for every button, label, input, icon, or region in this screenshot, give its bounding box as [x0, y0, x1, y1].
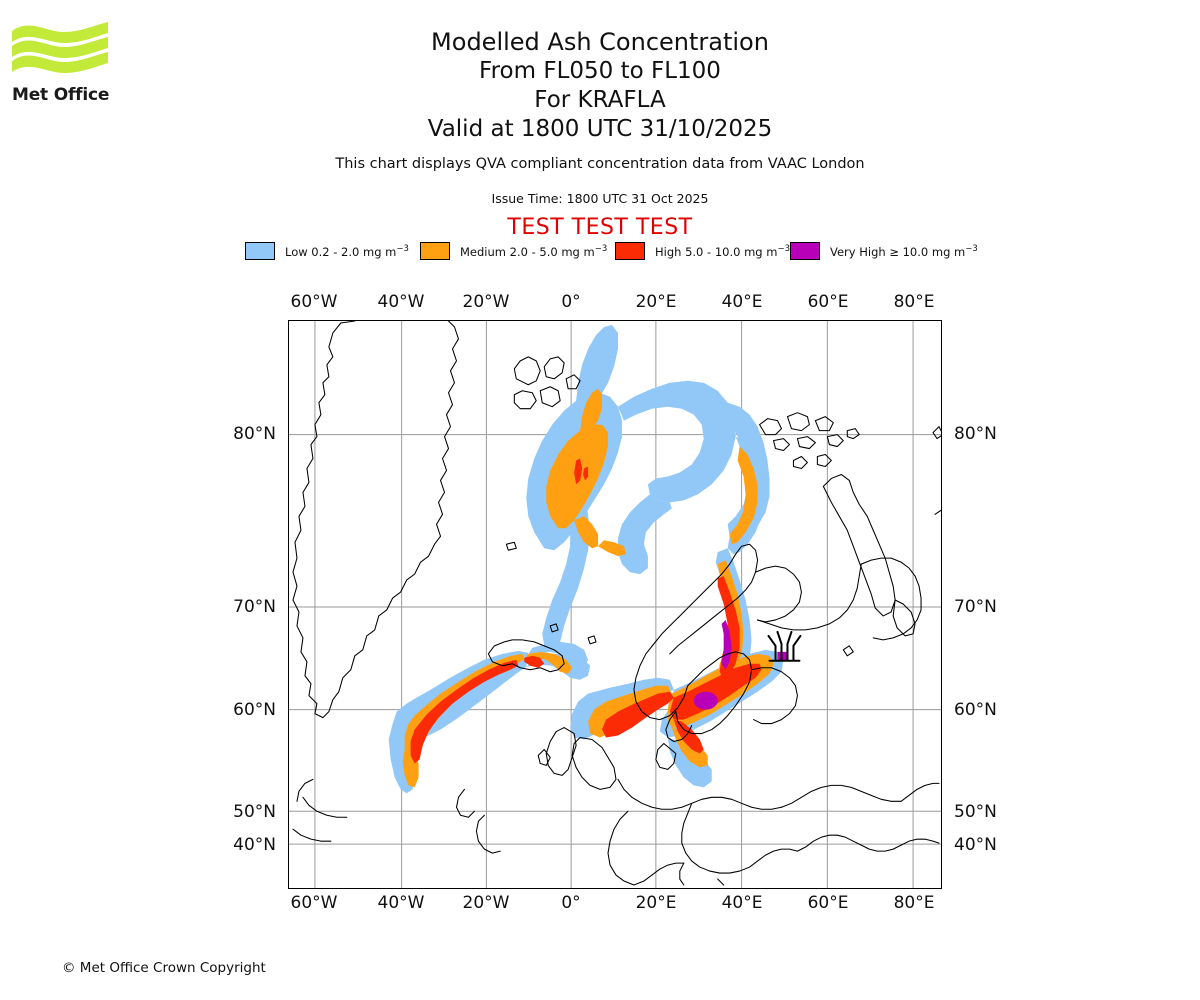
lat-tick-right-1: 70°N: [954, 597, 997, 617]
lon-tick-bottom-6: 60°E: [807, 893, 849, 913]
lon-tick-top-6: 60°E: [807, 292, 849, 312]
legend-swatch-0: [245, 242, 275, 260]
lat-tick-right-0: 80°N: [954, 424, 997, 444]
lon-tick-bottom-0: 60°W: [290, 893, 338, 913]
lon-tick-top-2: 20°W: [462, 292, 510, 312]
lon-tick-top-7: 80°E: [893, 292, 935, 312]
lon-tick-bottom-7: 80°E: [893, 893, 935, 913]
map-canvas: [289, 321, 941, 888]
lon-tick-bottom-1: 40°W: [377, 893, 425, 913]
legend-item-1[interactable]: Medium 2.0 - 5.0 mg m−3: [420, 240, 607, 262]
title-flight-levels: From FL050 to FL100: [479, 58, 721, 84]
legend-swatch-3: [790, 242, 820, 260]
lon-tick-bottom-4: 20°E: [635, 893, 677, 913]
lat-tick-right-2: 60°N: [954, 700, 997, 720]
legend-label-2: High 5.0 - 10.0 mg m−3: [655, 243, 790, 259]
lat-tick-right-4: 40°N: [954, 835, 997, 855]
legend-label-0: Low 0.2 - 2.0 mg m−3: [285, 243, 409, 259]
lon-tick-bottom-5: 40°E: [721, 893, 763, 913]
lon-tick-top-0: 60°W: [290, 292, 338, 312]
copyright-notice: © Met Office Crown Copyright: [62, 960, 266, 976]
lon-tick-top-3: 0°: [561, 292, 581, 312]
lat-tick-left-1: 70°N: [233, 597, 276, 617]
ash-concentration-map[interactable]: 60°W 40°W 20°W 0° 20°E 40°E 60°E 80°E 60°W 40°W 2…: [233, 292, 997, 913]
legend-label-1: Medium 2.0 - 5.0 mg m−3: [460, 243, 608, 259]
legend-item-3[interactable]: Very High ≥ 10.0 mg m−3: [790, 240, 978, 262]
coastlines: [292, 321, 941, 886]
issue-time-label: Issue Time: 1800 UTC 31 Oct 2025: [491, 191, 709, 206]
ash-plume-very-high: [693, 619, 789, 710]
legend-swatch-2: [615, 242, 645, 260]
title-volcano: For KRAFLA: [534, 87, 666, 113]
lat-tick-left-2: 60°N: [233, 700, 276, 720]
lon-tick-bottom-3: 0°: [561, 893, 581, 913]
lon-tick-top-4: 20°E: [635, 292, 677, 312]
lat-tick-left-3: 50°N: [233, 802, 276, 822]
title-valid-time: Valid at 1800 UTC 31/10/2025: [427, 116, 773, 142]
lat-tick-left-0: 80°N: [233, 424, 276, 444]
lat-tick-right-3: 50°N: [954, 802, 997, 822]
chart-title-block: Modelled Ash Concentration From FL050 to…: [150, 28, 1050, 144]
lat-tick-left-4: 40°N: [233, 835, 276, 855]
map-frame: [288, 320, 942, 889]
met-office-logo-text: Met Office: [12, 85, 110, 105]
volcano-source-marker: [767, 630, 802, 662]
ash-plume-high: [410, 458, 762, 764]
lon-tick-top-5: 40°E: [721, 292, 763, 312]
met-office-wave-icon: [12, 22, 108, 73]
legend-label-3: Very High ≥ 10.0 mg m−3: [830, 243, 978, 259]
legend-item-2[interactable]: High 5.0 - 10.0 mg m−3: [615, 240, 790, 262]
lon-tick-bottom-2: 20°W: [462, 893, 510, 913]
chart-subtitle: This chart displays QVA compliant concen…: [335, 156, 865, 172]
legend-item-0[interactable]: Low 0.2 - 2.0 mg m−3: [245, 240, 409, 262]
legend-swatch-1: [420, 242, 450, 260]
ash-plume-low: [388, 324, 784, 794]
page-title: Modelled Ash Concentration: [431, 28, 769, 56]
lon-tick-top-1: 40°W: [377, 292, 425, 312]
concentration-legend: Low 0.2 - 2.0 mg m−3 Medium 2.0 - 5.0 mg …: [245, 240, 990, 262]
met-office-logo: Met Office: [12, 22, 122, 112]
test-stamp: TEST TEST TEST: [507, 215, 693, 240]
